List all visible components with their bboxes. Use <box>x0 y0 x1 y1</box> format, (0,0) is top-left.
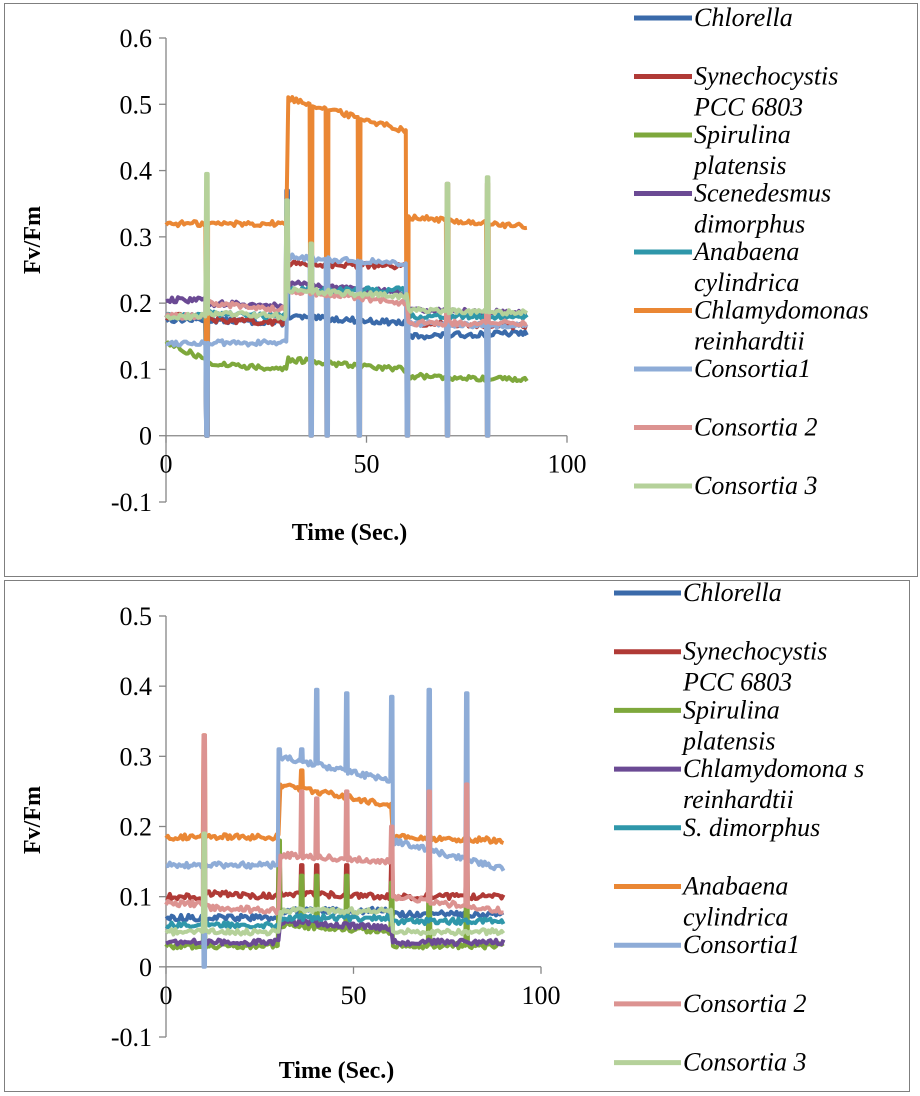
x-tick-label: 0 <box>160 981 173 1010</box>
legend-label-line: platensis <box>692 151 786 180</box>
series-line-consortia1 <box>165 687 506 969</box>
legend-label-line: Anabaena <box>681 872 788 901</box>
legend-label-line: Consortia1 <box>683 930 800 959</box>
legend-label: S. dimorphus <box>683 813 820 842</box>
legend-label-line: Chlorella <box>694 3 793 32</box>
legend-label-line: dimorphus <box>694 210 805 239</box>
y-tick-label: 0.4 <box>120 672 153 701</box>
legend-label-line: reinhardtii <box>694 327 805 356</box>
legend-label-line: Anabaena <box>692 237 799 266</box>
legend-label-line: PCC 6803 <box>693 93 803 122</box>
x-axis-title: Time (Sec.) <box>292 520 408 546</box>
legend-label: Chlamydomonas reinhardtii <box>694 296 869 356</box>
legend-label-line: Consortia 3 <box>694 471 818 500</box>
x-tick-label: 100 <box>522 981 561 1010</box>
legend-label-line: Chlamydomonas <box>694 296 869 325</box>
legend-label: Chlamydomona s reinhardtii <box>683 754 864 814</box>
legend-label: Spirulina platensis <box>681 695 780 755</box>
chart-1: -0.1 0 0.1 0.2 0.3 0.4 0.5 0.6 0 50 100 Time (Sec.)… <box>20 3 869 546</box>
legend-label-line: Consortia 2 <box>683 989 807 1018</box>
legend-label-line: Spirulina <box>683 695 780 724</box>
legend-label-line: reinhardtii <box>683 785 794 814</box>
legend-label: Spirulina platensis <box>692 120 791 180</box>
legend-label-line: Scenedesmus <box>694 179 831 208</box>
chart-panel-2 <box>4 580 910 1092</box>
legend-label: Chlorella <box>694 3 793 32</box>
legend-label: Consortia 3 <box>683 1048 807 1077</box>
y-tick-label: 0.3 <box>120 742 153 771</box>
legend-label: Chlorella <box>683 578 782 607</box>
legend-label-line: Synechocystis <box>683 637 827 666</box>
series-line-consortia-2 <box>164 181 528 328</box>
legend-label: Synechocystis PCC 6803 <box>682 637 827 697</box>
y-tick-label: 0.1 <box>120 355 153 384</box>
x-tick-label: 0 <box>160 450 173 479</box>
y-tick-label: -0.1 <box>111 1023 152 1052</box>
series-line-consortia-3 <box>164 831 506 937</box>
legend-label: Anabaena cylindrica <box>692 237 799 297</box>
series-line-synechocystis-pcc-6803 <box>165 859 506 902</box>
legend-label: Synechocystis PCC 6803 <box>693 62 838 122</box>
legend-label-line: Consortia 2 <box>694 413 818 442</box>
y-tick-label: 0.5 <box>120 90 153 119</box>
x-tick-label: 50 <box>354 450 380 479</box>
series-line-chlamydomonas-reinhardtii <box>164 95 528 438</box>
y-tick-label: 0.4 <box>120 157 153 186</box>
legend-label-line: S. dimorphus <box>683 813 820 842</box>
y-tick-label: 0 <box>139 422 152 451</box>
y-tick-label: 0.3 <box>120 223 153 252</box>
legend-label: Consortia1 <box>683 930 800 959</box>
legend-label-line: Spirulina <box>694 120 791 149</box>
series-line-consortia-3 <box>164 171 529 321</box>
y-tick-label: 0.2 <box>120 289 153 318</box>
series-line-s-dimorphus <box>164 912 506 930</box>
legend-label-line: cylindrica <box>683 903 788 932</box>
legend-label-line: Consortia 3 <box>683 1048 807 1077</box>
y-tick-label: -0.1 <box>111 488 152 517</box>
legend-label-line: Chlorella <box>683 578 782 607</box>
legend-label: Consortia 2 <box>694 413 818 442</box>
chart-2: -0.1 0 0.1 0.2 0.3 0.4 0.5 0 50 100 Time (Sec.) Fv/… <box>20 578 864 1084</box>
series-line-spirulina-platensis <box>164 340 529 383</box>
legend-label-line: PCC 6803 <box>682 668 792 697</box>
legend-label-line: Chlamydomona s <box>683 754 864 783</box>
chart-panel-1 <box>4 3 918 577</box>
y-tick-label: 0.5 <box>120 602 153 631</box>
legend-label: Consortia 2 <box>683 989 807 1018</box>
series-line-spirulina-platensis <box>164 824 505 951</box>
y-axis-title: Fv/Fm <box>20 206 46 274</box>
y-tick-label: 0.6 <box>120 24 153 53</box>
series-line-anabaena-cylindrica <box>164 733 505 845</box>
y-tick-label: 0.2 <box>120 813 153 842</box>
y-axis-title: Fv/Fm <box>20 786 46 854</box>
series-line-consortia1 <box>165 252 529 438</box>
series-line-consortia-2 <box>164 733 504 916</box>
x-axis-title: Time (Sec.) <box>279 1058 395 1084</box>
legend-label-line: Consortia1 <box>694 354 811 383</box>
series-line-chlamydomona-s-reinhardtii <box>165 917 506 947</box>
x-tick-label: 50 <box>341 981 367 1010</box>
legend-label: Scenedesmus dimorphus <box>694 179 831 239</box>
legend-label-line: cylindrica <box>694 268 799 297</box>
legend-label-line: platensis <box>681 726 775 755</box>
legend-label: Anabaena cylindrica <box>681 872 788 932</box>
legend-label: Consortia1 <box>694 354 811 383</box>
legend-label: Consortia 3 <box>694 471 818 500</box>
y-tick-label: 0 <box>139 953 152 982</box>
legend-label-line: Synechocystis <box>694 62 838 91</box>
x-tick-label: 100 <box>548 450 587 479</box>
y-tick-label: 0.1 <box>120 883 153 912</box>
